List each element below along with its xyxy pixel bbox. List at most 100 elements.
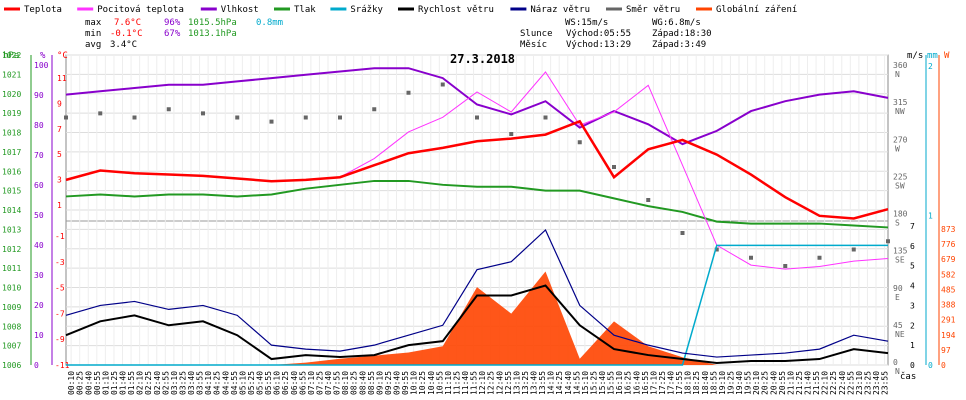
time-tick-label: 19:25 [726, 371, 735, 395]
w-tick-label: 582 [941, 270, 956, 279]
time-tick-label: 19:10 [718, 371, 727, 395]
hpa-tick-label: 1009 [2, 303, 21, 312]
stat-avg-temp: 3.4°C [110, 40, 137, 50]
w-tick-label: 873 [941, 225, 956, 234]
legend-label: Srážky [350, 5, 383, 15]
time-axis-label: čas [900, 371, 916, 382]
wind-dir-point [749, 255, 753, 260]
time-tick-label: 14:25 [555, 371, 564, 395]
time-tick-label: 10:40 [427, 371, 436, 395]
wind-dir-point [338, 115, 342, 120]
wind-dir-point [440, 82, 445, 87]
time-tick-label: 08:25 [350, 371, 359, 395]
time-tick-label: 03:40 [187, 371, 196, 395]
wind-dir-point [166, 107, 171, 112]
legend-label: Vlhkost [221, 5, 259, 15]
wind-dir-point [235, 115, 240, 120]
w-tick-label: 0 [941, 361, 946, 370]
time-tick-label: 18:55 [709, 371, 718, 395]
dir-tick-label: 315 [893, 98, 908, 107]
time-tick-label: 23:55 [881, 371, 890, 395]
axis-unit-labels: hPa % °C m/s mm W čas [3, 51, 950, 382]
time-tick-label: 08:55 [367, 371, 376, 395]
time-tick-label: 20:25 [761, 371, 770, 395]
dir-tick-name: S [895, 219, 900, 228]
w-tick-label: 679 [941, 255, 956, 264]
time-tick-label: 05:25 [247, 371, 256, 395]
temp-tick-label: 3 [57, 176, 62, 185]
stat-max-hum: 96% [164, 18, 181, 28]
ms-tick-label: 5 [910, 262, 915, 271]
time-tick-label: 05:55 [264, 371, 273, 395]
time-tick-label: 03:10 [170, 371, 179, 395]
time-tick-label: 07:55 [333, 371, 342, 395]
time-tick-label: 13:25 [521, 371, 530, 395]
hpa-tick-label: 1010 [2, 284, 21, 293]
series-line [65, 179, 889, 229]
temp-tick-label: -1 [55, 232, 65, 241]
time-tick-label: 11:25 [452, 371, 461, 395]
hpa-tick-label: 1011 [2, 264, 21, 273]
hpa-tick-label: 1007 [2, 342, 21, 351]
mm-tick-label: 2 [928, 62, 933, 71]
time-tick-label: 22:10 [821, 371, 830, 395]
astro-sun-label: Slunce [520, 29, 553, 39]
time-tick-label: 09:25 [384, 371, 393, 395]
astro-block: WS:15m/s WG:6.8m/s Slunce Východ:05:55 Z… [520, 18, 712, 50]
hpa-tick-label: 1015 [2, 187, 21, 196]
dir-tick-name: NE [895, 330, 905, 339]
astro-wg: WG:6.8m/s [652, 18, 701, 28]
w-unit-label: W [944, 51, 950, 61]
hpa-tick-label: 1016 [2, 167, 21, 176]
hpa-unit-label: hPa [3, 51, 19, 61]
stat-max-label: max [85, 18, 102, 28]
temp-tick-label: -11 [55, 361, 70, 370]
astro-moon-label: Měsíc [520, 40, 547, 50]
temp-unit-label: °C [57, 51, 68, 61]
legend-label: Směr větru [626, 5, 680, 15]
time-tick-label: 07:10 [307, 371, 316, 395]
hum-tick-label: 0 [34, 361, 39, 370]
time-tick-label: 15:40 [598, 371, 607, 395]
w-tick-label: 194 [941, 331, 956, 340]
dir-tick-label: 90 [893, 284, 903, 293]
time-tick-label: 15:55 [607, 371, 616, 395]
stat-rain: 0.8mm [256, 18, 283, 28]
time-tick-label: 00:10 [67, 371, 76, 395]
ms-tick-label: 2 [910, 321, 915, 330]
time-tick-label: 02:10 [136, 371, 145, 395]
time-tick-label: 14:40 [564, 371, 573, 395]
time-tick-label: 05:40 [256, 371, 265, 395]
time-tick-label: 22:40 [838, 371, 847, 395]
time-tick-label: 01:40 [119, 371, 128, 395]
wind-dir-point [303, 115, 308, 120]
chart-title: 27.3.2018 [450, 52, 515, 66]
ms-tick-label: 7 [910, 222, 915, 231]
ms-tick-label: 6 [910, 242, 915, 251]
hpa-tick-label: 1012 [2, 245, 21, 254]
hpa-tick-label: 1014 [2, 206, 21, 215]
time-tick-label: 00:55 [93, 371, 102, 395]
ms-tick-label: 4 [910, 282, 915, 291]
hum-tick-label: 40 [34, 241, 44, 250]
legend-label: Globální záření [716, 5, 797, 15]
time-tick-label: 16:25 [624, 371, 633, 395]
hum-tick-label: 80 [34, 121, 44, 130]
hpa-tick-label: 1021 [2, 70, 21, 79]
hpa-tick-label: 1008 [2, 322, 21, 331]
wind-dir-point [132, 115, 137, 120]
wind-dir-point [372, 107, 377, 112]
time-tick-label: 21:10 [786, 371, 795, 395]
time-tick-label: 13:40 [530, 371, 539, 395]
legend-label: Tlak [294, 5, 316, 15]
hum-tick-label: 20 [34, 301, 44, 310]
time-tick-label: 00:25 [76, 371, 85, 395]
mm-unit-label: mm [927, 51, 938, 61]
time-tick-label: 09:55 [401, 371, 410, 395]
time-tick-label: 10:55 [435, 371, 444, 395]
time-tick-label: 21:25 [795, 371, 804, 395]
dir-tick-label: 0 [893, 358, 898, 367]
temp-tick-label: 1 [57, 201, 62, 210]
dir-tick-label: 135 [893, 247, 908, 256]
